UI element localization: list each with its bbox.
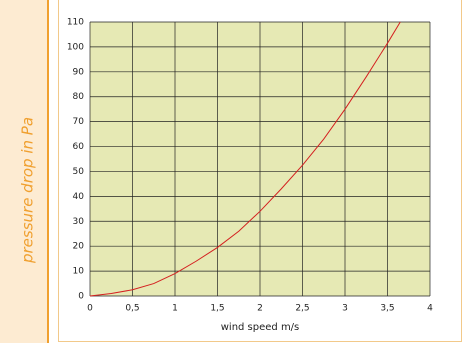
y-tick-label: 80 — [73, 92, 85, 102]
side-panel — [0, 0, 48, 343]
x-axis-label: wind speed m/s — [221, 322, 300, 333]
x-tick-label: 3 — [342, 304, 348, 314]
x-tick-label: 0 — [87, 304, 93, 314]
x-tick-label: 4 — [427, 304, 433, 314]
y-tick-label: 10 — [73, 267, 85, 277]
y-tick-label: 70 — [73, 117, 85, 127]
y-tick-label: 50 — [73, 167, 85, 177]
y-tick-label: 40 — [73, 192, 85, 202]
x-tick-label: 2,5 — [295, 304, 309, 314]
y-axis-label: pressure drop in Pa — [19, 117, 37, 264]
data-line — [89, 21, 401, 297]
y-tick-label: 20 — [73, 242, 85, 252]
x-tick-label: 1,5 — [210, 304, 224, 314]
x-tick-label: 1 — [172, 304, 178, 314]
x-tick-label: 0,5 — [125, 304, 139, 314]
y-tick-label: 90 — [73, 67, 85, 77]
y-tick-label: 100 — [67, 42, 84, 52]
y-tick-label: 110 — [67, 18, 84, 28]
x-tick-label: 3,5 — [380, 304, 394, 314]
y-tick-label: 60 — [73, 142, 85, 152]
y-tick-label: 0 — [78, 292, 84, 302]
y-tick-label: 30 — [73, 217, 85, 227]
x-tick-label: 2 — [257, 304, 263, 314]
